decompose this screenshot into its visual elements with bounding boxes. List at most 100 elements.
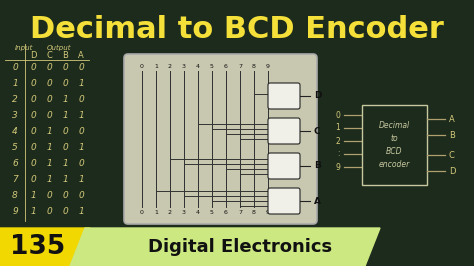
Text: 0: 0 bbox=[46, 94, 52, 103]
Text: 8: 8 bbox=[252, 64, 256, 69]
Text: 9: 9 bbox=[335, 163, 340, 172]
Text: 0: 0 bbox=[46, 110, 52, 119]
Text: 0: 0 bbox=[62, 143, 68, 152]
Text: 0: 0 bbox=[335, 110, 340, 119]
Text: 1: 1 bbox=[46, 127, 52, 135]
Text: 8: 8 bbox=[12, 190, 18, 200]
Polygon shape bbox=[0, 228, 90, 266]
Text: 5: 5 bbox=[12, 143, 18, 152]
Text: 0: 0 bbox=[78, 159, 84, 168]
Text: 2: 2 bbox=[335, 136, 340, 146]
Text: 1: 1 bbox=[78, 206, 84, 215]
Text: 7: 7 bbox=[238, 64, 242, 69]
Text: Digital Electronics: Digital Electronics bbox=[148, 238, 332, 256]
FancyBboxPatch shape bbox=[268, 83, 300, 109]
Text: A: A bbox=[314, 197, 321, 206]
Text: 1: 1 bbox=[78, 110, 84, 119]
Bar bbox=[362, 105, 427, 185]
Text: 3: 3 bbox=[182, 64, 186, 69]
Text: 1: 1 bbox=[154, 64, 158, 69]
Text: A: A bbox=[78, 52, 84, 60]
Text: 1: 1 bbox=[12, 78, 18, 88]
Text: 1: 1 bbox=[62, 174, 68, 184]
Text: 1: 1 bbox=[154, 210, 158, 214]
Text: 0: 0 bbox=[30, 94, 36, 103]
Text: D: D bbox=[314, 92, 321, 101]
Text: Input: Input bbox=[15, 45, 33, 51]
Text: 9: 9 bbox=[266, 210, 270, 214]
Text: 7: 7 bbox=[238, 210, 242, 214]
Text: Output: Output bbox=[47, 45, 72, 51]
Text: 4: 4 bbox=[196, 210, 200, 214]
Text: 0: 0 bbox=[78, 190, 84, 200]
Text: 9: 9 bbox=[12, 206, 18, 215]
Text: A: A bbox=[449, 114, 455, 123]
Text: 8: 8 bbox=[252, 210, 256, 214]
Text: 2: 2 bbox=[168, 210, 172, 214]
FancyBboxPatch shape bbox=[268, 153, 300, 179]
Text: 0: 0 bbox=[140, 210, 144, 214]
Text: 6: 6 bbox=[224, 64, 228, 69]
Polygon shape bbox=[70, 228, 380, 266]
Text: 0: 0 bbox=[30, 127, 36, 135]
Text: 1: 1 bbox=[46, 143, 52, 152]
Text: 2: 2 bbox=[12, 94, 18, 103]
Text: 4: 4 bbox=[12, 127, 18, 135]
Text: D: D bbox=[30, 52, 36, 60]
Text: 0: 0 bbox=[46, 78, 52, 88]
Text: 0: 0 bbox=[30, 159, 36, 168]
Text: 0: 0 bbox=[46, 190, 52, 200]
Text: 1: 1 bbox=[46, 159, 52, 168]
Text: 0: 0 bbox=[62, 63, 68, 72]
Text: 3: 3 bbox=[182, 210, 186, 214]
Text: 1: 1 bbox=[78, 174, 84, 184]
Text: 6: 6 bbox=[224, 210, 228, 214]
Text: B: B bbox=[449, 131, 455, 139]
Text: 0: 0 bbox=[78, 127, 84, 135]
Text: D: D bbox=[449, 167, 456, 176]
Text: 3: 3 bbox=[12, 110, 18, 119]
Text: 9: 9 bbox=[266, 64, 270, 69]
Text: Decimal to BCD Encoder: Decimal to BCD Encoder bbox=[30, 15, 444, 44]
Text: 0: 0 bbox=[46, 63, 52, 72]
Text: C: C bbox=[449, 151, 455, 160]
Text: 0: 0 bbox=[140, 64, 144, 69]
Text: 135: 135 bbox=[10, 234, 65, 260]
Text: 1: 1 bbox=[62, 94, 68, 103]
Text: 0: 0 bbox=[30, 143, 36, 152]
Text: 0: 0 bbox=[12, 63, 18, 72]
Text: 1: 1 bbox=[46, 174, 52, 184]
Text: :: : bbox=[337, 149, 340, 159]
Text: 0: 0 bbox=[30, 63, 36, 72]
Text: 0: 0 bbox=[62, 206, 68, 215]
Text: 7: 7 bbox=[12, 174, 18, 184]
Text: 1: 1 bbox=[30, 206, 36, 215]
Text: B: B bbox=[62, 52, 68, 60]
Text: 4: 4 bbox=[196, 64, 200, 69]
Text: 0: 0 bbox=[62, 127, 68, 135]
FancyBboxPatch shape bbox=[268, 188, 300, 214]
Text: 2: 2 bbox=[168, 64, 172, 69]
Text: 6: 6 bbox=[12, 159, 18, 168]
Text: 1: 1 bbox=[30, 190, 36, 200]
Text: 0: 0 bbox=[30, 174, 36, 184]
Text: Decimal
to
BCD
encoder: Decimal to BCD encoder bbox=[379, 121, 410, 169]
Text: B: B bbox=[314, 161, 321, 171]
Text: C: C bbox=[46, 52, 52, 60]
Text: 1: 1 bbox=[78, 78, 84, 88]
Text: 0: 0 bbox=[62, 78, 68, 88]
Text: 1: 1 bbox=[78, 143, 84, 152]
Text: 0: 0 bbox=[78, 63, 84, 72]
Text: 0: 0 bbox=[62, 190, 68, 200]
Text: 0: 0 bbox=[30, 110, 36, 119]
FancyBboxPatch shape bbox=[268, 118, 300, 144]
Text: 0: 0 bbox=[30, 78, 36, 88]
Text: 1: 1 bbox=[62, 110, 68, 119]
Text: 5: 5 bbox=[210, 210, 214, 214]
Text: 0: 0 bbox=[78, 94, 84, 103]
FancyBboxPatch shape bbox=[124, 54, 317, 224]
Text: C: C bbox=[314, 127, 320, 135]
Text: 1: 1 bbox=[335, 123, 340, 132]
Text: 1: 1 bbox=[62, 159, 68, 168]
Text: 5: 5 bbox=[210, 64, 214, 69]
